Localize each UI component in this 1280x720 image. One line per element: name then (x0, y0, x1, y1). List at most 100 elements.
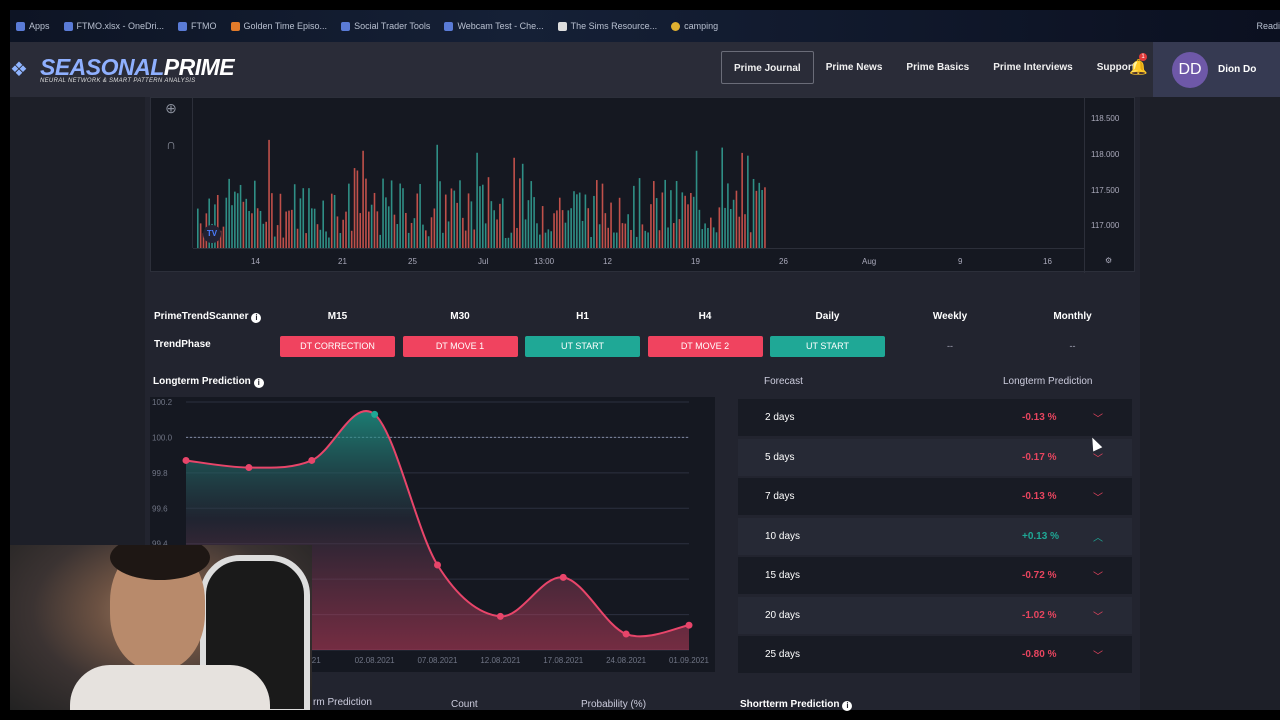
volume-bar (265, 221, 267, 248)
chevron-down-icon[interactable]: ﹀ (1093, 651, 1103, 662)
volume-bar (376, 211, 379, 248)
price-axis: 118.500 118.000 117.500 117.000 ⚙ (1084, 98, 1134, 273)
golden-time-icon (230, 21, 240, 31)
chevron-down-icon[interactable]: ﹀ (1093, 611, 1103, 623)
volume-bar (550, 231, 552, 248)
volume-bar (225, 197, 228, 248)
data-point (182, 456, 190, 464)
price-chart[interactable]: ⊕ ∩ TV 118.500 118.000 117.500 117.000 ⚙… (150, 97, 1135, 273)
volume-bar (291, 209, 293, 248)
reading-list[interactable]: Readi (1256, 21, 1280, 31)
volume-bar (476, 152, 478, 248)
seasonalprime-logo[interactable]: ❖ SEASONALPRIME NEURAL NETWORK & SMART P… (10, 53, 235, 84)
chart-icon (341, 21, 351, 31)
volume-bar (499, 203, 501, 248)
volume-bar (342, 219, 344, 248)
y-tick: 117.500 (1091, 186, 1120, 195)
nav-prime-basics[interactable]: Prime Basics (906, 62, 970, 73)
bookmark-webcam-test[interactable]: Webcam Test - Che... (444, 21, 544, 31)
volume-bar (410, 222, 413, 248)
volume-bar (288, 210, 290, 248)
forecast-value: -0.72 % (1022, 570, 1057, 581)
volume-bar (399, 183, 401, 248)
volume-bar (601, 183, 604, 248)
map-pin-icon (671, 21, 681, 31)
magnet-icon[interactable]: ∩ (165, 136, 177, 152)
volume-bar (530, 181, 533, 248)
volume-bar (695, 150, 698, 248)
volume-bar (482, 184, 484, 248)
volume-bar (316, 224, 319, 248)
forecast-row[interactable]: 25 days -0.80 % ﹀ (738, 636, 1132, 673)
volume-bar (276, 225, 279, 248)
volume-bar (208, 198, 210, 248)
data-point (245, 464, 253, 472)
bookmark-apps[interactable]: Apps (16, 21, 50, 31)
forecast-row[interactable]: 20 days -1.02 % ﹀ (738, 596, 1132, 634)
longterm-title: Longterm Prediction i (153, 376, 264, 388)
forecast-row[interactable]: 7 days -0.13 % ﹀ (738, 478, 1132, 515)
chevron-up-icon[interactable]: ︿ (1093, 532, 1103, 544)
volume-bar (615, 232, 618, 248)
volume-bar (670, 190, 672, 248)
volume-bar (313, 208, 316, 248)
volume-bar (385, 197, 387, 248)
data-point (685, 621, 693, 629)
chevron-down-icon[interactable]: ﹀ (1093, 414, 1103, 425)
forecast-row[interactable]: 2 days -0.13 % ﹀ (738, 399, 1132, 436)
shortterm-title: Shortterm Prediction i (740, 699, 853, 711)
bookmark-camping[interactable]: camping (671, 21, 718, 31)
volume-bar (735, 190, 738, 248)
forecast-row[interactable]: 10 days +0.13 % ︿ (738, 517, 1132, 555)
volume-bar (567, 210, 570, 248)
bell-icon[interactable]: 🔔 1 (1129, 53, 1148, 76)
bookmark-social-trader-tools[interactable]: Social Trader Tools (341, 21, 430, 31)
volume-bar (387, 206, 390, 248)
info-icon[interactable]: i (251, 313, 262, 323)
bookmark-golden-time[interactable]: Golden Time Episo... (230, 21, 327, 31)
x-tick: 12 (603, 257, 612, 266)
volume-bar (524, 219, 527, 248)
trendphase-badge: DT CORRECTION (280, 336, 395, 357)
nav-prime-journal[interactable]: Prime Journal (721, 51, 814, 84)
volume-bar (729, 209, 732, 248)
bookmark-sims-resource[interactable]: The Sims Resource... (557, 21, 657, 31)
volume-bar (678, 219, 681, 248)
tradingview-logo[interactable]: TV (203, 225, 221, 243)
volume-bar (234, 191, 236, 248)
volume-bar (416, 193, 419, 248)
chevron-down-icon[interactable]: ﹀ (1093, 453, 1103, 465)
bookmark-ftmo[interactable]: FTMO (178, 21, 217, 31)
volume-bar (727, 183, 729, 248)
volume-bar (328, 237, 330, 248)
volume-bar (570, 208, 572, 248)
chevron-down-icon[interactable]: ﹀ (1093, 572, 1103, 583)
volume-bar (573, 191, 575, 248)
forecast-period: 10 days (765, 530, 801, 542)
user-menu[interactable]: DD Dion Do (1153, 42, 1280, 97)
bookmark-ftmo-xlsx[interactable]: FTMO.xlsx - OneDri... (63, 21, 164, 31)
forecast-row[interactable]: 5 days -0.17 % ﹀ (738, 438, 1132, 476)
forecast-period: 2 days (765, 412, 795, 423)
forecast-header: Forecast (764, 376, 803, 387)
nav-support[interactable]: Support (1096, 62, 1136, 73)
volume-bar (245, 198, 248, 248)
volume-bar (444, 194, 447, 248)
chevron-down-icon[interactable]: ﹀ (1093, 493, 1103, 504)
volume-bar (322, 200, 324, 248)
settings-icon[interactable]: ⚙ (1105, 256, 1113, 265)
volume-bar (519, 178, 521, 248)
volume-bar (311, 208, 313, 248)
user-name: Dion Do (1218, 64, 1257, 75)
nav-prime-interviews[interactable]: Prime Interviews (993, 62, 1073, 73)
volume-bar (222, 226, 225, 248)
forecast-row[interactable]: 15 days -0.72 % ﹀ (738, 557, 1132, 594)
volume-bar (741, 152, 743, 248)
info-icon[interactable]: i (253, 378, 264, 388)
avatar: DD (1172, 51, 1208, 88)
volume-bar (422, 224, 424, 248)
zoom-in-icon[interactable]: ⊕ (165, 100, 177, 116)
volume-bar (368, 211, 370, 248)
info-icon[interactable]: i (842, 701, 853, 711)
nav-prime-news[interactable]: Prime News (825, 62, 883, 73)
